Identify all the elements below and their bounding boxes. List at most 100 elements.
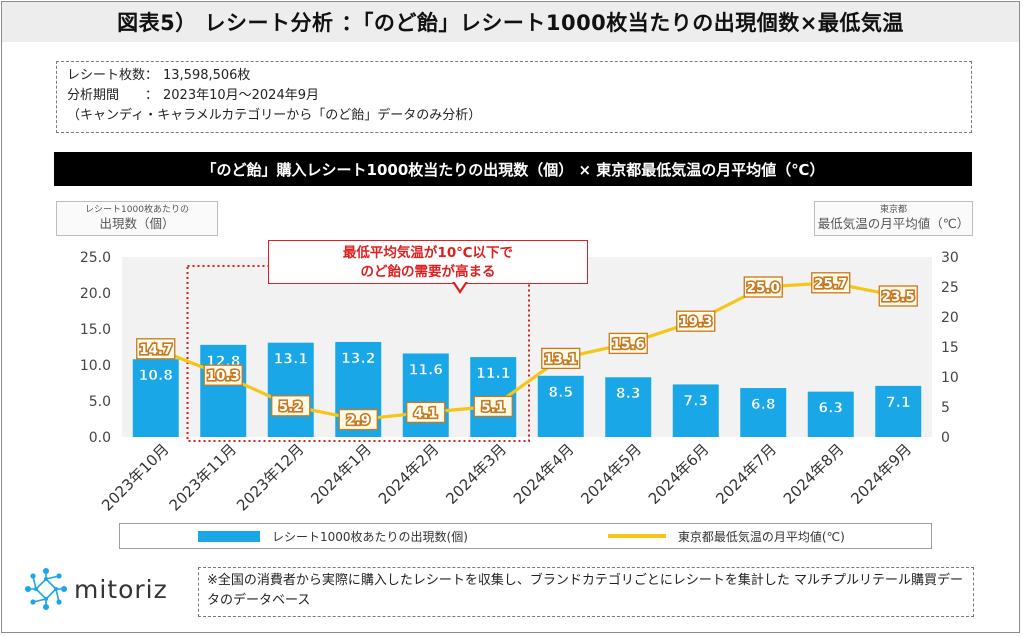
category-label: 2023年12月 — [233, 440, 307, 514]
category-label: 2024年8月 — [780, 440, 848, 508]
plot-area — [122, 257, 932, 437]
temperature-label-box — [676, 310, 716, 332]
right-axis-tick-label: 15 — [941, 340, 959, 356]
chart-header-text: 「のど飴」購入レシート1000枚当たりの出現数（個） × 東京都最低気温の月平均… — [201, 160, 825, 179]
bar-value-label: 7.3 — [683, 393, 708, 409]
period-value: 2023年10月～2024年9月 — [163, 88, 319, 103]
right-axis-tick-label: 0 — [941, 430, 950, 446]
temperature-value-label: 10.3 — [207, 368, 240, 384]
category-label: 2024年7月 — [712, 440, 780, 508]
footer-note: ※全国の消費者から実際に購入したレシートを収集し、ブランドカテゴリごとにレシート… — [198, 567, 974, 617]
temperature-value-label: 5.2 — [279, 399, 303, 415]
bar — [267, 342, 314, 437]
temperature-value-label: 25.7 — [814, 276, 847, 292]
bar — [875, 385, 922, 437]
bar — [200, 344, 247, 437]
temperature-value-label: 2.9 — [346, 413, 370, 429]
info-box: レシート枚数： 13,598,506枚 分析期間 ： 2023年10月～2024… — [56, 61, 972, 133]
bar-value-label: 11.1 — [476, 366, 511, 382]
temperature-label-box — [811, 272, 851, 294]
bar-value-label: 8.5 — [548, 385, 573, 401]
category-label: 2023年10月 — [98, 440, 172, 514]
left-axis-tick-label: 0.0 — [89, 430, 111, 446]
category-label: 2024年9月 — [847, 440, 915, 508]
category-label: 2024年6月 — [645, 440, 713, 508]
bar — [537, 375, 584, 437]
temperature-label-box — [878, 285, 918, 307]
temperature-value-label: 15.6 — [612, 336, 645, 352]
right-axis-tick-label: 30 — [941, 250, 959, 266]
category-label: 2024年1月 — [307, 440, 375, 508]
temperature-label-box — [473, 395, 513, 418]
right-axis-tick-label: 5 — [941, 400, 950, 416]
callout-line-2: のど飴の需要が高まる — [360, 264, 496, 280]
legend-bar-swatch — [198, 530, 260, 542]
legend-line-label: 東京都最低気温の月平均値(℃) — [677, 529, 845, 544]
logo: mitoriz — [24, 567, 168, 611]
left-axis-tick-label: 5.0 — [89, 394, 111, 410]
legend-line-swatch — [607, 534, 666, 538]
right-axis-title: 東京都 最低気温の月平均値（℃） — [814, 201, 973, 236]
right-axis-title-small: 東京都 — [879, 205, 907, 215]
left-axis-tick-label: 20.0 — [80, 286, 111, 302]
receipt-count-row: レシート枚数： 13,598,506枚 — [67, 66, 961, 86]
bar — [740, 388, 787, 437]
temperature-label-box — [608, 332, 648, 355]
right-axis-tick-label: 10 — [941, 370, 959, 386]
temperature-label-box — [136, 338, 176, 360]
legend-item-bar: レシート1000枚あたりの出現数(個) — [198, 528, 468, 545]
legend-item-line: 東京都最低気温の月平均値(℃) — [607, 528, 845, 545]
category-label: 2023年11月 — [166, 440, 240, 514]
category-label: 2024年3月 — [442, 440, 510, 508]
temperature-label-box — [406, 401, 446, 424]
left-axis-title-main: 出現数（個） — [99, 216, 175, 231]
right-axis-tick-label: 20 — [941, 310, 959, 326]
bar — [402, 353, 449, 437]
bar-value-label: 10.8 — [138, 368, 173, 384]
analysis-note: （キャンディ・キャラメルカテゴリーから「のど飴」データのみ分析） — [67, 108, 482, 123]
temperature-value-label: 5.1 — [481, 399, 505, 415]
legend: レシート1000枚あたりの出現数(個) 東京都最低気温の月平均値(℃) — [119, 523, 932, 549]
callout-box: 最低平均気温が10℃以下で のど飴の需要が高まる — [268, 240, 588, 284]
period-row: 分析期間 ： 2023年10月～2024年9月 — [67, 86, 961, 106]
bar — [132, 359, 179, 437]
bar-value-label: 11.6 — [408, 362, 443, 378]
temperature-label-box — [338, 408, 378, 431]
left-axis-tick-label: 25.0 — [80, 250, 111, 266]
chart-header: 「のど飴」購入レシート1000枚当たりの出現数（個） × 東京都最低気温の月平均… — [54, 152, 972, 186]
bar — [605, 377, 652, 437]
category-label: 2024年4月 — [510, 440, 578, 508]
bar — [807, 391, 854, 437]
bar — [672, 384, 719, 437]
temperature-value-label: 14.7 — [139, 342, 172, 358]
temperature-label-box — [743, 276, 783, 298]
temperature-label-box — [271, 395, 311, 417]
bar-value-label: 7.1 — [886, 395, 911, 411]
bar-value-label: 13.1 — [273, 352, 308, 368]
bar-value-label: 13.2 — [341, 351, 376, 367]
left-axis-title-small: レシート1000枚あたりの — [85, 205, 189, 215]
left-axis-tick-label: 10.0 — [80, 358, 111, 374]
bar-value-label: 6.8 — [751, 397, 776, 413]
logo-text: mitoriz — [74, 574, 168, 604]
bar-value-label: 6.3 — [818, 401, 843, 417]
callout-tail-inner — [454, 281, 466, 290]
callout-line-1: 最低平均気温が10℃以下で — [342, 245, 514, 261]
right-axis-tick-label: 25 — [941, 280, 959, 296]
bar-value-label: 8.3 — [616, 386, 641, 402]
logo-mark-icon — [25, 568, 67, 610]
temperature-label-box — [541, 347, 581, 370]
legend-bar-label: レシート1000枚あたりの出現数(個) — [272, 529, 468, 544]
temperature-label-box — [203, 364, 243, 386]
temperature-value-label: 13.1 — [544, 351, 577, 367]
page-title: 図表5） レシート分析 ：「のど飴」レシート1000枚当たりの出現個数×最低気温 — [117, 11, 904, 35]
temperature-value-label: 4.1 — [414, 405, 438, 421]
receipt-count-label: レシート枚数： — [67, 68, 159, 83]
left-axis-tick-label: 15.0 — [80, 322, 111, 338]
temperature-value-label: 23.5 — [882, 289, 915, 305]
temperature-value-label: 25.0 — [747, 280, 780, 296]
right-axis-title-main: 最低気温の月平均値（℃） — [817, 216, 970, 231]
receipt-count-value: 13,598,506枚 — [163, 68, 251, 83]
